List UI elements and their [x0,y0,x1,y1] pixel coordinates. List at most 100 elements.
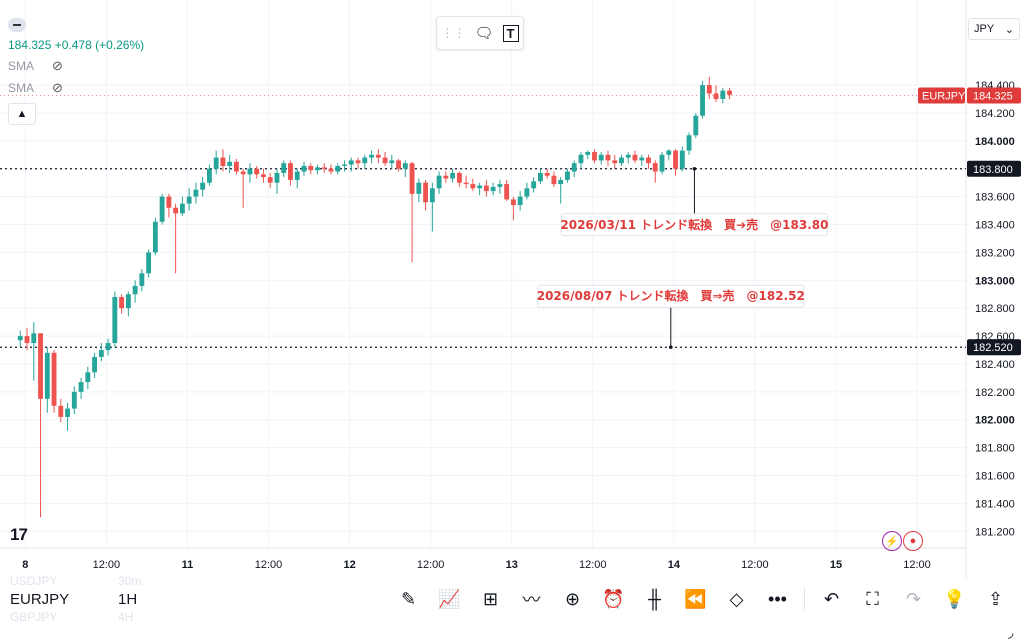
callout-box[interactable] [560,213,828,237]
drag-handle-icon[interactable]: ⋮⋮ [441,26,466,40]
candles-icon[interactable]: ╫ [648,588,661,609]
candle-body [578,154,584,164]
grid-icon[interactable]: ⊞ [482,588,499,609]
candle-body [234,161,239,172]
candle-body [355,160,361,164]
pen-icon[interactable]: ✎ [400,588,417,609]
price-tick-label: 183.400 [975,220,1015,232]
replay-icon[interactable]: ⏪ [684,588,707,609]
price-tick-label: 182.400 [975,359,1015,371]
candle-body [531,181,537,189]
timeframe-ghost-above[interactable]: 30m [118,574,142,588]
indicator-row-sma-1[interactable]: SMA ⊘ [8,58,63,74]
candle-body [666,150,672,155]
candle-body [227,161,233,166]
line-price-label: 183.800 [973,164,1013,176]
candle-body [119,297,125,309]
candle-body [362,157,368,164]
candle-body [673,150,678,169]
lightbulb-icon[interactable]: 💡 [943,588,966,609]
callout-text: 2026/03/11 トレンド転換 買➔売 @183.80 [560,217,828,232]
candle-body [328,168,334,172]
candle-body [504,184,510,200]
candle-body [166,196,172,208]
candle-body [294,171,300,180]
candle-body [470,184,476,189]
legend-collapse-button[interactable] [8,18,26,32]
price-tick-label: 184.000 [975,136,1015,148]
candle-body [429,188,435,203]
candle-body [551,175,557,185]
candle-body [727,90,732,95]
current-price-label: 184.325 [973,91,1013,103]
time-tick-label: 15 [830,559,842,571]
candle-body [146,252,152,274]
candle-body [598,154,604,161]
currency-select[interactable]: JPY ⌄ [968,18,1020,40]
candle-body [179,203,185,214]
eye-hidden-icon[interactable]: ⊘ [52,80,63,95]
comment-icon[interactable]: 🗨 [474,25,494,42]
indicator-row-sma-2[interactable]: SMA ⊘ [8,80,63,96]
time-tick-label: 12:00 [903,559,931,571]
bottom-bar [0,578,1024,643]
time-tick-label: 11 [182,559,194,571]
candle-body [78,382,84,392]
symbol-ghost-above[interactable]: USDJPY [10,574,58,588]
share-icon[interactable]: ⇪ [987,588,1004,609]
floating-toolbar: ⋮⋮ 🗨 T [436,16,524,50]
chevron-up-icon[interactable]: ▲ [8,103,36,125]
price-tick-label: 183.200 [975,247,1015,259]
candle-body [51,352,57,406]
price-tick-label: 181.800 [975,443,1015,455]
timeframe-picker[interactable]: 1H [118,591,138,608]
record-icon[interactable]: ● [903,531,923,551]
price-tick-label: 182.800 [975,303,1015,315]
price-chart[interactable]: 2026/03/11 トレンド転換 買➔売 @183.80 2026/08/07 … [0,0,1024,578]
lightning-icon[interactable]: ⚡ [882,531,902,551]
trend-icon[interactable]: 〰 [522,590,541,610]
candle-body [213,157,219,169]
symbol-picker[interactable]: EURJPY [10,591,70,608]
layers-icon[interactable]: ◇ [729,588,744,609]
indicators-icon[interactable]: 📈 [438,588,461,609]
price-tick-label: 181.400 [975,498,1015,510]
callout-anchor [692,166,697,171]
eye-hidden-icon[interactable]: ⊘ [52,58,63,73]
line-price-box [967,339,1021,356]
callout-box[interactable] [537,284,805,308]
plus-circle-icon[interactable]: ⊕ [564,588,581,609]
more-icon[interactable]: ••• [768,588,787,609]
resize-handle-icon[interactable]: ◞ [1008,624,1014,640]
price-tick-label: 181.600 [975,470,1015,482]
text-tool-icon[interactable]: T [502,24,519,42]
candle-body [274,172,280,183]
redo-icon[interactable]: ↷ [905,588,922,609]
candle-body [700,85,705,116]
symbol-ghost-below[interactable]: GBPJPY [10,610,58,624]
candle-body [200,182,206,190]
candle-body [625,154,631,158]
alarm-icon[interactable]: ⏰ [602,588,625,609]
candle-body [436,175,442,189]
last-price-line: 184.325 +0.478 (+0.26%) [8,38,144,52]
undo-icon[interactable]: ↶ [823,588,840,609]
candle-body [477,185,483,189]
candle-body [335,165,341,172]
candle-body [720,90,726,100]
candle-body [605,154,611,161]
fullscreen-icon[interactable]: ⛶ [866,588,879,609]
candle-body [288,163,293,180]
candle-body [132,285,138,295]
timeframe-ghost-below[interactable]: 4H [118,610,134,624]
symbol-tag-label: EURJPY [922,91,966,103]
candle-body [308,165,314,171]
candle-body [679,150,685,169]
line-price-box [967,160,1021,177]
candle-body [402,163,408,169]
candle-body [92,356,98,373]
candle-body [423,182,429,203]
candle-body [240,171,246,175]
time-tick-label: 12:00 [579,559,607,571]
candle-body [409,163,415,194]
